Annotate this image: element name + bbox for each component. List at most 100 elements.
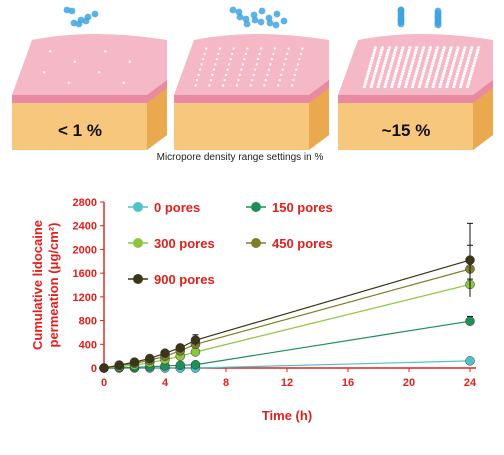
droplet bbox=[229, 6, 237, 14]
pore bbox=[400, 51, 404, 54]
pore bbox=[410, 62, 414, 65]
pore bbox=[287, 47, 290, 50]
skin-surface bbox=[12, 34, 167, 95]
series bbox=[99, 222, 475, 373]
data-point bbox=[175, 343, 185, 353]
pore bbox=[397, 83, 401, 86]
pore bbox=[202, 58, 205, 61]
pore bbox=[122, 81, 125, 84]
pore bbox=[441, 51, 445, 54]
pore bbox=[447, 77, 451, 81]
pore bbox=[43, 71, 46, 74]
droplet bbox=[242, 15, 250, 23]
pore bbox=[397, 85, 401, 89]
pore bbox=[372, 51, 376, 54]
pore bbox=[465, 64, 469, 68]
pore bbox=[384, 80, 388, 83]
pore bbox=[378, 77, 382, 81]
droplet bbox=[91, 10, 99, 18]
pore bbox=[463, 46, 467, 49]
pore bbox=[432, 83, 436, 86]
pore bbox=[212, 68, 215, 71]
pore bbox=[421, 72, 425, 75]
pore bbox=[270, 58, 273, 61]
pore bbox=[214, 63, 217, 66]
pore bbox=[420, 77, 424, 81]
pore bbox=[425, 59, 429, 62]
pore bbox=[283, 63, 286, 66]
pore bbox=[406, 51, 410, 54]
pore bbox=[280, 73, 283, 76]
pore bbox=[436, 69, 440, 73]
legend-item: 150 pores bbox=[246, 200, 333, 215]
pore bbox=[235, 84, 238, 87]
pore bbox=[379, 75, 383, 78]
pore bbox=[448, 75, 452, 78]
pore bbox=[397, 62, 401, 65]
pore bbox=[461, 51, 465, 54]
pore bbox=[470, 69, 474, 73]
pore bbox=[419, 54, 423, 57]
pore bbox=[400, 48, 404, 52]
pore bbox=[439, 83, 443, 86]
pore bbox=[411, 83, 415, 86]
pore bbox=[407, 72, 411, 75]
pore bbox=[104, 50, 107, 53]
pore bbox=[290, 84, 293, 87]
pore bbox=[241, 63, 244, 66]
pore bbox=[439, 59, 443, 62]
skin-panels: < 1 % ~15 % bbox=[12, 6, 493, 150]
pore bbox=[128, 60, 131, 63]
pore bbox=[373, 72, 377, 75]
pore bbox=[255, 63, 258, 66]
data-point bbox=[160, 348, 170, 358]
pore bbox=[440, 54, 444, 57]
pore bbox=[431, 62, 435, 65]
pore bbox=[450, 67, 454, 70]
pore bbox=[199, 68, 202, 71]
pore bbox=[267, 68, 270, 71]
pore bbox=[385, 77, 389, 81]
data-point bbox=[145, 353, 155, 364]
y-axis-label-line1: Cumulative lidocaine bbox=[30, 220, 45, 350]
pore bbox=[367, 69, 371, 73]
skin-edge bbox=[12, 80, 167, 103]
pore bbox=[284, 58, 287, 61]
pore bbox=[391, 83, 395, 86]
pore bbox=[446, 56, 450, 60]
data-point bbox=[190, 359, 201, 370]
pore bbox=[413, 75, 417, 78]
legend-marker bbox=[251, 202, 261, 212]
y-tick-label: 400 bbox=[79, 339, 97, 351]
pore bbox=[263, 84, 266, 87]
pore bbox=[229, 58, 232, 61]
pore bbox=[410, 85, 414, 89]
pore bbox=[471, 64, 475, 68]
line-chart: 0 400 800 1200 1600 2000 2400 2800 0 4 8 12 16 20 24 Ti… bbox=[30, 197, 477, 423]
pore bbox=[298, 58, 301, 61]
pore bbox=[456, 69, 460, 73]
pore bbox=[249, 84, 252, 87]
pore-grid bbox=[194, 47, 304, 87]
pore bbox=[449, 72, 453, 75]
pore bbox=[420, 75, 424, 78]
pore bbox=[394, 69, 398, 73]
y-tick-label: 2800 bbox=[73, 197, 97, 209]
legend-item: 0 pores bbox=[128, 200, 200, 215]
pore bbox=[417, 85, 421, 89]
pore bbox=[232, 47, 235, 50]
pore bbox=[377, 83, 381, 86]
y-tick-label: 2400 bbox=[73, 221, 97, 233]
pore bbox=[272, 52, 275, 55]
droplet bbox=[434, 13, 442, 21]
pore bbox=[380, 48, 384, 52]
pore bbox=[469, 72, 473, 75]
pore bbox=[390, 59, 394, 62]
skin-edge bbox=[338, 80, 493, 103]
pore bbox=[455, 51, 459, 54]
pore bbox=[387, 48, 391, 52]
pore bbox=[454, 77, 458, 81]
pore bbox=[429, 67, 433, 70]
droplet bbox=[397, 16, 405, 24]
pore bbox=[448, 51, 452, 54]
